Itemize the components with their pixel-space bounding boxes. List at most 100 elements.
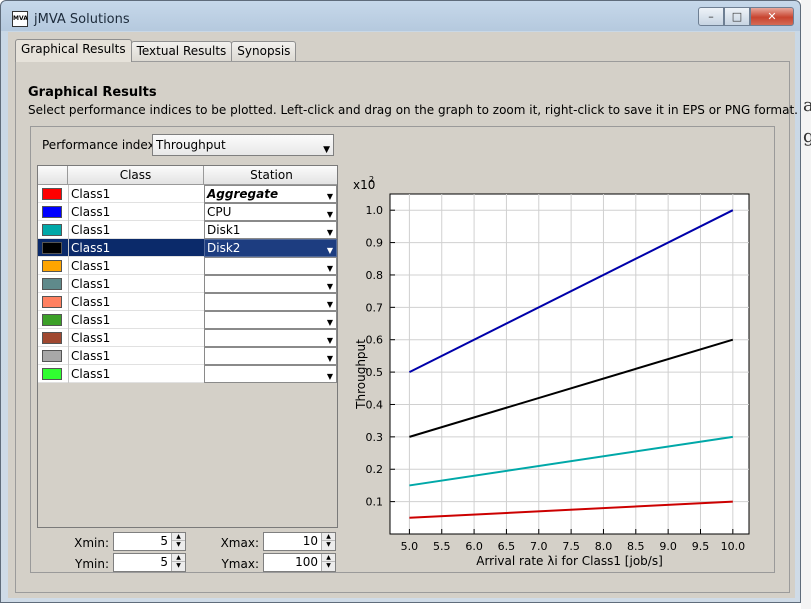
performance-index-label: Performance index:	[42, 138, 159, 152]
table-row[interactable]: Class1 Disk1 ▼	[38, 221, 337, 239]
spin-up-icon[interactable]: ▲	[172, 533, 185, 541]
close-icon: ✕	[767, 10, 777, 23]
chevron-down-icon: ▼	[326, 354, 333, 363]
y-tick-label: 0.9	[366, 237, 384, 250]
xmax-spinner[interactable]: 10 ▲ ▼	[263, 532, 336, 551]
class-cell: Class1	[68, 311, 204, 329]
table-row[interactable]: Class1 ▼	[38, 365, 337, 383]
spin-down-icon[interactable]: ▼	[326, 541, 331, 548]
table-row[interactable]: Class1 ▼	[38, 275, 337, 293]
station-select[interactable]: ▼	[204, 329, 337, 347]
close-button[interactable]: ✕	[750, 7, 794, 26]
y-tick-label: 0.7	[366, 301, 384, 314]
station-value: CPU	[207, 205, 232, 219]
color-swatch[interactable]	[42, 278, 62, 290]
performance-index-select[interactable]: Throughput ▼	[152, 134, 334, 156]
class-cell: Class1	[68, 347, 204, 365]
x-tick-label: 5.0	[401, 540, 419, 553]
y-axis-multiplier-exponent: 2	[369, 175, 374, 184]
background-text-fragment: a	[803, 95, 811, 116]
color-swatch[interactable]	[42, 368, 62, 380]
station-value: Disk1	[207, 223, 241, 237]
y-tick-label: 0.1	[366, 496, 384, 509]
chevron-down-icon: ▼	[326, 282, 333, 291]
table-row[interactable]: Class1 CPU ▼	[38, 203, 337, 221]
jmva-solutions-window: MVA jMVA Solutions – □ ✕ Graphical Resul…	[0, 0, 801, 603]
table-row[interactable]: Class1 ▼	[38, 347, 337, 365]
title-bar[interactable]: MVA jMVA Solutions – □ ✕	[1, 1, 800, 33]
ymax-label: Ymax:	[221, 557, 259, 571]
series-line-2	[409, 435, 733, 487]
color-swatch[interactable]	[42, 314, 62, 326]
table-row[interactable]: Class1 ▼	[38, 329, 337, 347]
spin-down-icon[interactable]: ▼	[176, 562, 181, 569]
x-axis-label: Arrival rate λi for Class1 [job/s]	[476, 554, 663, 568]
chevron-down-icon: ▼	[326, 246, 333, 255]
station-select[interactable]: ▼	[204, 347, 337, 365]
table-row[interactable]: Class1 ▼	[38, 257, 337, 275]
performance-index-value: Throughput	[156, 138, 226, 152]
x-tick-label: 8.5	[627, 540, 645, 553]
x-tick-label: 7.0	[530, 540, 548, 553]
y-tick-label: 1.0	[366, 204, 384, 217]
series-line-1	[409, 338, 734, 438]
x-tick-label: 9.0	[659, 540, 677, 553]
background-window-edge	[801, 0, 811, 609]
xmin-spinner[interactable]: 5 ▲ ▼	[113, 532, 186, 551]
tab-textual-results[interactable]: Textual Results	[130, 41, 233, 61]
ymin-spinner[interactable]: 5 ▲ ▼	[113, 553, 186, 572]
y-tick-label: 0.6	[366, 334, 384, 347]
window-title: jMVA Solutions	[34, 12, 130, 27]
tab-strip: Graphical Results Textual Results Synops…	[15, 39, 297, 62]
class-cell: Class1	[68, 239, 204, 257]
x-tick-label: 10.0	[721, 540, 746, 553]
class-cell: Class1	[68, 293, 204, 311]
table-row[interactable]: Class1 Disk2 ▼	[38, 239, 337, 257]
x-tick-label: 6.0	[465, 540, 483, 553]
class-cell: Class1	[68, 365, 204, 383]
station-value: Aggregate	[207, 187, 279, 201]
station-select[interactable]: ▼	[204, 257, 337, 275]
plot-area[interactable]	[389, 193, 750, 535]
color-swatch[interactable]	[42, 188, 62, 200]
x-tick-label: 5.5	[433, 540, 451, 553]
throughput-chart[interactable]: 5.0 5.5 6.0 6.5 7.0 7.5 8.0 8.5 9.0 9.5 10.0 0.1 0.2…	[344, 167, 764, 577]
station-select[interactable]: CPU ▼	[204, 203, 337, 221]
color-swatch[interactable]	[42, 242, 62, 254]
color-swatch[interactable]	[42, 296, 62, 308]
station-value: Disk2	[207, 241, 241, 255]
color-swatch[interactable]	[42, 224, 62, 236]
table-row[interactable]: Class1 Aggregate ▼	[38, 185, 337, 203]
station-select[interactable]: ▼	[204, 365, 337, 383]
station-select[interactable]: Disk1 ▼	[204, 221, 337, 239]
spin-down-icon[interactable]: ▼	[326, 562, 331, 569]
spin-up-icon[interactable]: ▲	[322, 554, 335, 562]
chevron-down-icon: ▼	[326, 300, 333, 309]
minimize-button[interactable]: –	[698, 7, 724, 26]
color-swatch[interactable]	[42, 350, 62, 362]
column-header-station: Station	[250, 168, 293, 182]
spin-up-icon[interactable]: ▲	[172, 554, 185, 562]
table-row[interactable]: Class1 ▼	[38, 293, 337, 311]
minimize-icon: –	[708, 10, 714, 23]
station-select[interactable]: ▼	[204, 275, 337, 293]
ymax-spinner[interactable]: 100 ▲ ▼	[263, 553, 336, 572]
station-select[interactable]: ▼	[204, 311, 337, 329]
tab-synopsis[interactable]: Synopsis	[231, 41, 297, 61]
color-swatch[interactable]	[42, 260, 62, 272]
color-swatch[interactable]	[42, 206, 62, 218]
color-swatch[interactable]	[42, 332, 62, 344]
spin-down-icon[interactable]: ▼	[176, 541, 181, 548]
class-cell: Class1	[68, 329, 204, 347]
spin-up-icon[interactable]: ▲	[322, 533, 335, 541]
station-select[interactable]: ▼	[204, 293, 337, 311]
maximize-button[interactable]: □	[724, 7, 750, 26]
y-tick-label: 0.3	[366, 431, 384, 444]
tab-graphical-results[interactable]: Graphical Results	[15, 39, 132, 62]
station-select[interactable]: Aggregate ▼	[204, 185, 337, 203]
column-header-class: Class	[68, 166, 204, 185]
table-header: Class Station	[38, 166, 337, 185]
station-select[interactable]: Disk2 ▼	[204, 239, 337, 257]
table-row[interactable]: Class1 ▼	[38, 311, 337, 329]
y-tick-label: 0.4	[366, 398, 384, 411]
